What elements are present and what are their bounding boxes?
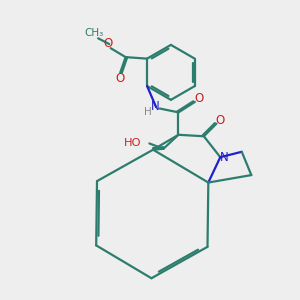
Text: N: N (151, 100, 160, 113)
Text: CH₃: CH₃ (84, 28, 103, 38)
Text: N: N (220, 151, 229, 164)
Text: O: O (115, 72, 124, 85)
Text: HO: HO (124, 138, 142, 148)
Text: O: O (194, 92, 204, 105)
Text: O: O (104, 38, 113, 50)
Text: O: O (215, 114, 225, 127)
Text: H: H (144, 107, 152, 117)
